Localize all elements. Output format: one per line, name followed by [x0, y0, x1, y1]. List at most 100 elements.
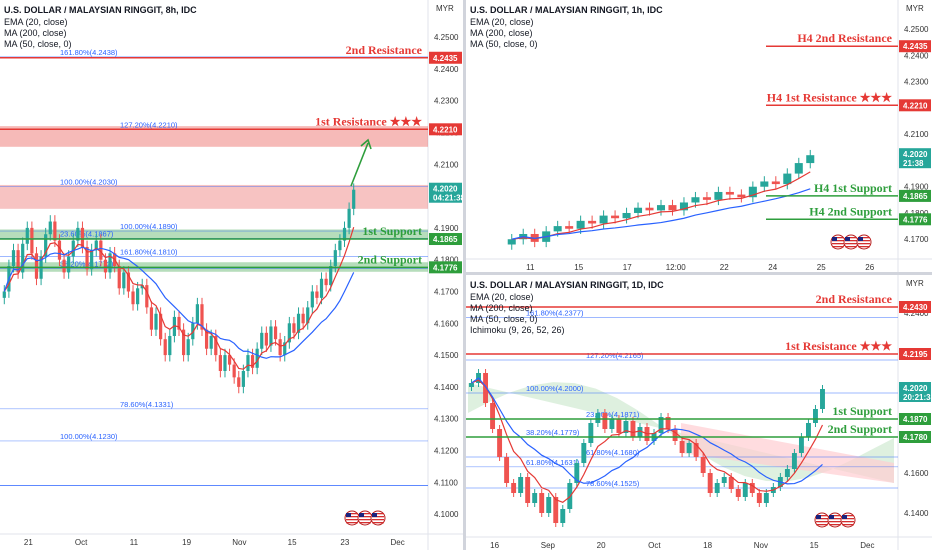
candle-body	[714, 483, 720, 493]
country-flag-icon-canton	[858, 237, 863, 241]
price-tag-label: 4.1780	[903, 433, 928, 442]
price-tag	[429, 233, 462, 246]
candle-body	[735, 489, 741, 497]
x-tick-label: Dec	[391, 538, 405, 547]
malaysia-flag-icon-stripe	[845, 243, 857, 245]
chart-8h[interactable]: MYR4.25004.24004.23004.22004.21004.20004…	[0, 0, 463, 550]
y-tick-label: 4.2400	[904, 309, 929, 318]
us-flag-icon-stripe	[816, 524, 828, 526]
candle-body	[57, 240, 62, 260]
candle-body	[159, 313, 163, 340]
fib-label: 78.60%(4.1525)	[586, 479, 640, 488]
resistance-zone	[0, 126, 428, 147]
candle-body	[90, 250, 94, 270]
candle-body	[181, 329, 186, 356]
price-tag-label: 4.1865	[433, 235, 458, 244]
y-tick-label: 4.1000	[434, 510, 459, 519]
price-tag-label: 4.1776	[903, 215, 928, 224]
resistance-label: 1st Resistance ★★★	[315, 114, 422, 128]
y-tick-label: 4.1900	[904, 183, 929, 192]
candle-body	[602, 413, 608, 429]
x-tick-label: 24	[768, 263, 777, 272]
candle-body	[292, 323, 296, 333]
chart-1d[interactable]: MYR 4.2400 4.1400 4.1600 16 Sep 20 Oct 18 Nov 15 De…	[466, 275, 932, 550]
candle-body	[783, 173, 792, 185]
candle-body	[191, 323, 195, 340]
candle-body	[691, 197, 700, 203]
candle-body	[546, 497, 552, 513]
us-flag-icon-stripe	[832, 237, 844, 239]
chart-panel-8h[interactable]: MYR4.25004.24004.23004.22004.21004.20004…	[0, 0, 463, 550]
candle-body	[200, 304, 204, 330]
ema-20-line	[471, 379, 824, 504]
candle-body	[574, 463, 580, 483]
candle-body	[273, 326, 278, 340]
candle-body	[760, 181, 769, 187]
chart-panel-1h[interactable]: MYR4.25004.24004.23004.22004.21004.20004…	[466, 0, 932, 272]
country-flag-icon-stripe	[842, 518, 854, 520]
indicator-label: EMA (20, close)	[470, 17, 534, 27]
ichimoku-cloud	[468, 382, 894, 483]
candle-body	[315, 291, 319, 298]
candle-body	[140, 285, 144, 289]
panel-divider-horizontal[interactable]	[466, 272, 932, 275]
x-tick-label: 19	[182, 538, 191, 547]
candle-body	[645, 207, 654, 211]
x-tick-label: 11	[130, 538, 139, 547]
x-tick-label: 25	[817, 263, 826, 272]
candle-body	[250, 355, 255, 368]
us-flag-icon-canton	[832, 237, 837, 241]
indicator-label: MA (50, close, 0)	[470, 314, 538, 324]
fib-label: 161.80%(4.2438)	[60, 48, 118, 57]
country-flag-icon-stripe	[858, 246, 870, 248]
candle-body	[53, 221, 57, 241]
candle-body	[329, 266, 333, 286]
current-price-timer: 20:21:38	[903, 393, 932, 402]
candle-body	[721, 477, 727, 483]
us-flag-icon-canton	[816, 515, 821, 519]
country-flag-icon-stripe	[372, 522, 384, 524]
support-zone	[0, 229, 428, 240]
candle-body	[186, 339, 190, 356]
indicator-label: MA (200, close)	[470, 303, 533, 313]
chart-title: U.S. DOLLAR / MALAYSIAN RINGGIT, 1D, IDC	[470, 280, 664, 290]
candle-body	[154, 313, 158, 330]
chart-1h[interactable]: MYR4.25004.24004.23004.22004.21004.20004…	[466, 0, 932, 272]
candle-body	[264, 332, 268, 346]
chart-panel-1d[interactable]: MYR 4.2400 4.1400 4.1600 16 Sep 20 Oct 18 Nov 15 De…	[466, 275, 932, 550]
current-price-value: 4.2020	[433, 185, 458, 194]
x-tick-label: 20	[597, 541, 606, 550]
candle-body	[34, 253, 39, 279]
candle-body	[296, 313, 301, 333]
candle-body	[237, 377, 241, 387]
candle-body	[301, 313, 305, 324]
country-flag-icon-stripe	[372, 513, 384, 515]
candle-body	[679, 202, 688, 211]
country-flag-icon-stripe	[858, 237, 870, 239]
panel-divider[interactable]	[463, 0, 466, 550]
candle-body	[609, 419, 615, 429]
candle-body	[511, 483, 517, 493]
candle-body	[269, 326, 273, 346]
resistance-label: 2nd Resistance	[346, 43, 423, 57]
candle-body	[497, 429, 503, 457]
candle-body	[622, 212, 631, 219]
support-label: 1st Support	[362, 224, 422, 238]
y-tick-label: 4.1400	[904, 509, 929, 518]
price-tag	[899, 301, 931, 313]
candle-body	[483, 373, 489, 403]
candle-body	[227, 355, 232, 365]
candle-body	[209, 336, 213, 349]
price-tag	[429, 51, 462, 64]
price-tag	[429, 123, 462, 136]
candle-body	[310, 291, 314, 308]
price-tag-label: 4.1870	[903, 415, 928, 424]
candle-body	[784, 469, 790, 477]
price-tag-label: 4.2435	[433, 54, 458, 63]
candle-body	[714, 191, 723, 200]
fib-label: 100.00%(4.1890)	[120, 222, 178, 231]
current-price-timer: 21:38	[903, 159, 924, 168]
country-flag-icon-stripe	[372, 519, 384, 521]
fib-label: 161.80%(4.1810)	[120, 248, 178, 257]
us-flag-icon-stripe	[346, 522, 358, 524]
